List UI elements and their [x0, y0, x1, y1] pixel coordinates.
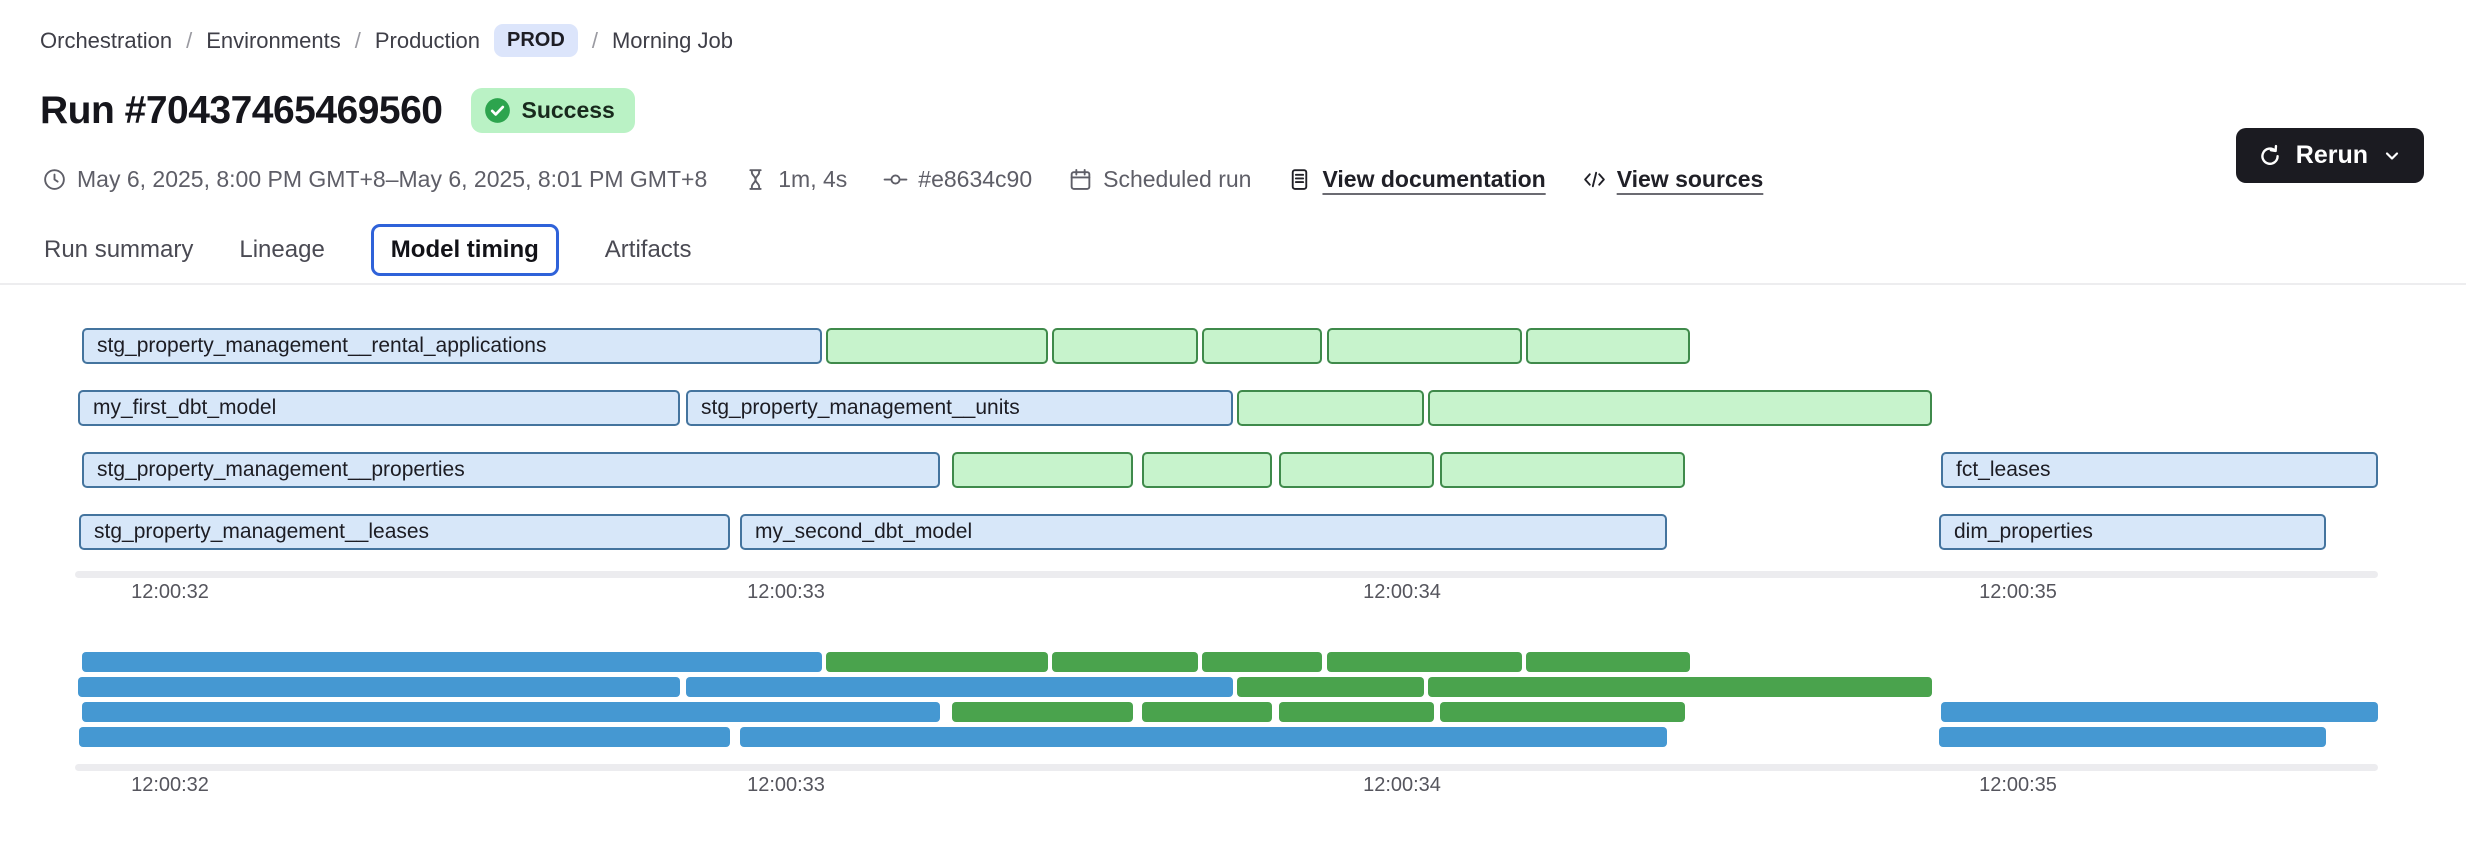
- overview-bar: [826, 652, 1048, 672]
- meta-1m-4s: 1m, 4s: [743, 166, 847, 193]
- breadcrumb-separator: /: [354, 27, 361, 53]
- overview-bar: [1237, 677, 1424, 697]
- tab-lineage[interactable]: Lineage: [239, 236, 325, 263]
- gantt-bar[interactable]: [1202, 328, 1322, 364]
- overview-bar-stg_property_management__properties: [82, 702, 940, 722]
- meta-scheduled-run: Scheduled run: [1068, 166, 1251, 193]
- commit-icon: [883, 167, 908, 192]
- gantt-bar-stg_property_management__leases[interactable]: stg_property_management__leases: [79, 514, 730, 550]
- breadcrumb-link-orchestration[interactable]: Orchestration: [40, 27, 173, 53]
- hourglass-icon: [743, 167, 768, 192]
- tab-run-summary[interactable]: Run summary: [44, 236, 194, 263]
- gantt-bar[interactable]: [1237, 390, 1424, 426]
- environment-badge: PROD: [494, 24, 578, 57]
- gantt-bar-stg_property_management__properties[interactable]: stg_property_management__properties: [82, 452, 940, 488]
- overview-bar: [1440, 702, 1685, 722]
- link-view-sources[interactable]: View sources: [1582, 166, 1764, 193]
- breadcrumb: Orchestration / Environments / Production PRO…: [40, 24, 733, 57]
- gantt-bar-fct_leases[interactable]: fct_leases: [1941, 452, 2378, 488]
- overview-time-axis: 12:00:32 12:00:33 12:00:34 12:00:35: [0, 774, 2466, 800]
- gantt-bar[interactable]: [1428, 390, 1932, 426]
- overview-bar: [1526, 652, 1690, 672]
- overview-bar-my_second_dbt_model: [740, 727, 1667, 747]
- meta-label: #e8634c90: [918, 166, 1033, 192]
- overview-bar-stg_property_management__rental_applications: [82, 652, 822, 672]
- tab-artifacts[interactable]: Artifacts: [604, 236, 692, 263]
- gantt-bar-stg_property_management__units[interactable]: stg_property_management__units: [686, 390, 1233, 426]
- time-tick-12-00-35: 12:00:35: [1979, 581, 2057, 603]
- run-meta-row: May 6, 2025, 8:00 PM GMT+8–May 6, 2025, …: [42, 166, 1763, 193]
- gantt-scrollbar[interactable]: [75, 571, 2378, 578]
- time-tick-12-00-34: 12:00:34: [1363, 774, 1441, 796]
- time-tick-12-00-33: 12:00:33: [747, 581, 825, 603]
- overview-bar: [1202, 652, 1322, 672]
- meta-label: 1m, 4s: [778, 166, 848, 192]
- overview-bar-fct_leases: [1941, 702, 2378, 722]
- gantt-bar[interactable]: [952, 452, 1133, 488]
- gantt-bar[interactable]: [1142, 452, 1272, 488]
- overview-scrollbar[interactable]: [75, 764, 2378, 771]
- document-icon: [1287, 167, 1312, 192]
- breadcrumb-link-production[interactable]: Production: [374, 27, 481, 53]
- gantt-bar-dim_properties[interactable]: dim_properties: [1939, 514, 2326, 550]
- breadcrumb-separator: /: [591, 27, 598, 53]
- tab-bar: Run summary Lineage Model timing Artifacts: [44, 224, 691, 276]
- meta-label: View documentation: [1322, 166, 1546, 192]
- meta-label: Scheduled run: [1103, 166, 1252, 192]
- gantt-bar[interactable]: [1327, 328, 1522, 364]
- rerun-label: Rerun: [2295, 141, 2368, 169]
- meta-label: View sources: [1616, 166, 1764, 192]
- time-tick-12-00-33: 12:00:33: [747, 774, 825, 796]
- overview-bar-stg_property_management__leases: [79, 727, 730, 747]
- status-badge: Success: [470, 88, 635, 133]
- link-view-documentation[interactable]: View documentation: [1287, 166, 1546, 193]
- gantt-time-axis: 12:00:32 12:00:33 12:00:34 12:00:35: [0, 581, 2466, 607]
- overview-bar: [1052, 652, 1198, 672]
- rerun-button[interactable]: Rerun: [2235, 128, 2424, 183]
- chevron-down-icon: [2385, 151, 2399, 160]
- page-title: Run #70437465469560: [40, 88, 443, 132]
- overview-bar-stg_property_management__units: [686, 677, 1233, 697]
- gantt-bar[interactable]: [826, 328, 1048, 364]
- gantt-bar-stg_property_management__rental_applications[interactable]: stg_property_management__rental_applicat…: [82, 328, 822, 364]
- clock-icon: [42, 167, 67, 192]
- gantt-bar[interactable]: [1279, 452, 1434, 488]
- breadcrumb-separator: /: [186, 27, 193, 53]
- calendar-icon: [1068, 167, 1093, 192]
- overview-bar: [1428, 677, 1932, 697]
- meta--e8634c90: #e8634c90: [883, 166, 1032, 193]
- meta-may-6-2025-8-00-pm-gmt-8-may: May 6, 2025, 8:00 PM GMT+8–May 6, 2025, …: [42, 166, 707, 193]
- overview-bar-my_first_dbt_model: [78, 677, 680, 697]
- gantt-bar-my_first_dbt_model[interactable]: my_first_dbt_model: [78, 390, 680, 426]
- title-row: Run #70437465469560 Success: [40, 88, 635, 133]
- overview-bar: [1279, 702, 1434, 722]
- overview-bar: [1142, 702, 1272, 722]
- gantt-bar[interactable]: [1526, 328, 1690, 364]
- tabs-divider: [0, 283, 2466, 285]
- time-tick-12-00-34: 12:00:34: [1363, 581, 1441, 603]
- code-icon: [1582, 167, 1607, 192]
- time-tick-12-00-32: 12:00:32: [131, 774, 209, 796]
- breadcrumb-link-environments[interactable]: Environments: [206, 27, 341, 53]
- gantt-bar-my_second_dbt_model[interactable]: my_second_dbt_model: [740, 514, 1667, 550]
- time-tick-12-00-35: 12:00:35: [1979, 774, 2057, 796]
- time-tick-12-00-32: 12:00:32: [131, 581, 209, 603]
- overview-bar: [952, 702, 1133, 722]
- overview-bar: [1327, 652, 1522, 672]
- refresh-icon: [2261, 144, 2279, 165]
- breadcrumb-link-morning-job[interactable]: Morning Job: [611, 27, 734, 53]
- tab-model-timing[interactable]: Model timing: [370, 224, 559, 276]
- check-circle-icon: [484, 98, 510, 123]
- gantt-bar[interactable]: [1440, 452, 1685, 488]
- overview-bar-dim_properties: [1939, 727, 2326, 747]
- meta-label: May 6, 2025, 8:00 PM GMT+8–May 6, 2025, …: [77, 166, 708, 192]
- gantt-bar[interactable]: [1052, 328, 1198, 364]
- status-label: Success: [521, 97, 615, 123]
